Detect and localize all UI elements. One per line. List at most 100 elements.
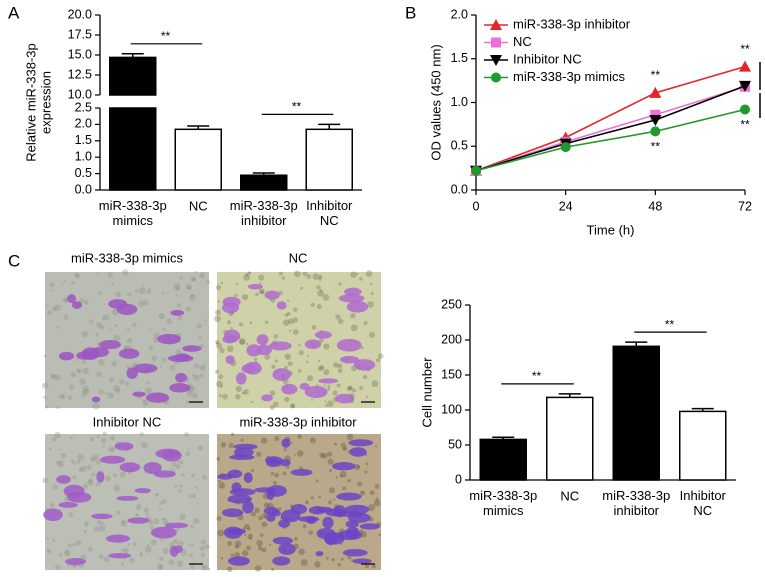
texture xyxy=(316,304,322,310)
texture xyxy=(207,567,211,571)
texture xyxy=(92,402,100,410)
image-label: miR-338-3p mimics xyxy=(71,250,183,265)
cell xyxy=(231,482,242,492)
texture xyxy=(250,400,253,404)
image-label: miR-338-3p inhibitor xyxy=(239,414,357,429)
texture xyxy=(162,327,166,331)
texture xyxy=(216,342,223,349)
texture xyxy=(319,365,325,371)
texture xyxy=(126,327,130,331)
texture xyxy=(179,460,184,465)
texture xyxy=(292,317,299,323)
texture xyxy=(114,324,118,328)
cell xyxy=(126,367,138,379)
cell xyxy=(153,470,176,478)
texture xyxy=(247,534,253,540)
texture xyxy=(143,507,149,513)
x-tick-label: 24 xyxy=(559,199,573,213)
texture xyxy=(196,502,199,506)
texture xyxy=(336,383,341,388)
texture xyxy=(235,282,239,286)
texture xyxy=(216,457,221,461)
cell xyxy=(224,329,241,343)
texture xyxy=(335,476,339,479)
texture xyxy=(246,545,251,551)
texture xyxy=(247,271,251,275)
texture xyxy=(46,548,52,554)
texture xyxy=(78,468,83,472)
annotation: ** xyxy=(651,68,661,82)
texture xyxy=(268,543,272,547)
cell xyxy=(318,378,339,384)
texture xyxy=(198,336,202,340)
texture xyxy=(260,290,265,295)
texture xyxy=(373,499,381,507)
texture xyxy=(51,539,55,543)
texture xyxy=(364,470,368,474)
marker xyxy=(739,60,751,72)
texture xyxy=(192,387,196,391)
texture xyxy=(339,474,343,478)
texture xyxy=(50,374,55,379)
texture xyxy=(98,554,104,559)
cell xyxy=(304,385,328,398)
cell xyxy=(114,442,134,451)
texture xyxy=(175,294,178,297)
bar xyxy=(109,107,157,191)
legend-marker xyxy=(491,72,501,83)
legend-label: NC xyxy=(513,34,532,49)
cell xyxy=(344,287,362,296)
texture xyxy=(87,546,93,552)
texture xyxy=(347,478,351,483)
texture xyxy=(115,388,121,394)
cell xyxy=(336,492,362,501)
cell xyxy=(169,383,191,393)
texture xyxy=(337,363,343,369)
y-tick-label: 10.0 xyxy=(68,87,92,101)
texture xyxy=(306,274,312,279)
cell xyxy=(304,339,322,349)
y-tick-label: 1.5 xyxy=(451,51,468,65)
cell xyxy=(338,294,365,303)
texture xyxy=(189,553,193,557)
texture xyxy=(216,285,222,291)
texture xyxy=(64,549,70,555)
bar xyxy=(109,56,157,96)
cell xyxy=(43,508,63,522)
error-bar xyxy=(187,125,210,130)
micrograph xyxy=(216,432,382,573)
panel-label: B xyxy=(405,3,416,22)
texture xyxy=(60,452,67,459)
cell xyxy=(244,361,262,375)
texture xyxy=(272,480,278,486)
cell xyxy=(298,516,320,523)
cell xyxy=(67,294,77,303)
texture xyxy=(317,365,323,372)
texture xyxy=(61,282,64,285)
texture xyxy=(259,282,262,285)
cell xyxy=(263,506,279,515)
texture xyxy=(120,562,125,566)
texture xyxy=(248,271,252,274)
cell xyxy=(119,462,141,473)
cell xyxy=(170,309,185,316)
texture xyxy=(187,447,190,450)
texture xyxy=(357,481,363,487)
texture xyxy=(148,345,154,350)
texture xyxy=(81,330,89,338)
texture xyxy=(105,392,108,395)
texture xyxy=(202,474,208,480)
texture xyxy=(151,355,157,361)
texture xyxy=(226,320,232,325)
texture xyxy=(46,310,52,315)
texture xyxy=(199,373,204,379)
cell xyxy=(145,392,170,403)
texture xyxy=(190,543,195,547)
marker xyxy=(740,104,750,115)
texture xyxy=(250,469,255,473)
y-tick-label: 17.5 xyxy=(68,27,92,41)
texture xyxy=(79,378,87,386)
texture xyxy=(319,289,323,292)
texture xyxy=(342,486,347,491)
cell xyxy=(134,488,152,494)
